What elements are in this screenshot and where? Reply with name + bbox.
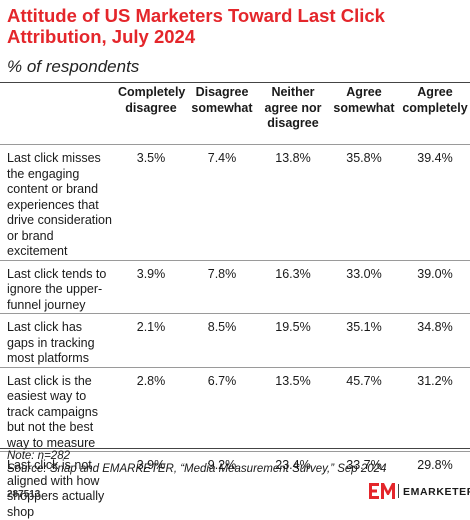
data-table: Completely disagree Disagree somewhat Ne… — [0, 83, 470, 520]
source-note: Source: Snap and EMARKETER, “Media Measu… — [7, 463, 386, 476]
table-cell: 13.5% — [258, 367, 328, 452]
column-header: Disagree somewhat — [186, 83, 258, 145]
table-cell: 7.8% — [186, 260, 258, 314]
table-cell: 3.9% — [116, 452, 186, 520]
table-cell: 45.7% — [328, 367, 400, 452]
column-header: Completely disagree — [116, 83, 186, 145]
table-row: Last click has gaps in tracking most pla… — [0, 314, 470, 368]
chart-id: 287513 — [7, 489, 40, 500]
table-cell: 39.4% — [400, 145, 470, 261]
header-row: Completely disagree Disagree somewhat Ne… — [0, 83, 470, 145]
table-row: Last click misses the engaging content o… — [0, 145, 470, 261]
table-cell: 7.4% — [186, 145, 258, 261]
header-blank — [0, 83, 116, 145]
table-cell: 33.0% — [328, 260, 400, 314]
table-cell: 39.0% — [400, 260, 470, 314]
chart-subtitle: % of respondents — [7, 57, 139, 77]
logo-divider — [398, 484, 399, 498]
table-cell: 2.8% — [116, 367, 186, 452]
emarketer-logo-icon — [369, 482, 395, 500]
column-header: Agree somewhat — [328, 83, 400, 145]
table-cell: 35.8% — [328, 145, 400, 261]
table-cell: 35.1% — [328, 314, 400, 368]
table-row: Last click is the easiest way to track c… — [0, 367, 470, 452]
table-cell: 6.7% — [186, 367, 258, 452]
table-cell: 9.2% — [186, 452, 258, 520]
table-row: Last click is not aligned with how shopp… — [0, 452, 470, 520]
row-label: Last click misses the engaging content o… — [0, 145, 116, 261]
footnote: Note: n=282 — [7, 450, 70, 463]
row-label: Last click has gaps in tracking most pla… — [0, 314, 116, 368]
table-cell: 23.4% — [258, 452, 328, 520]
table-cell: 3.9% — [116, 260, 186, 314]
table-row: Last click tends to ignore the upper-fun… — [0, 260, 470, 314]
table-cell: 34.8% — [400, 314, 470, 368]
table-cell: 13.8% — [258, 145, 328, 261]
table-cell: 31.2% — [400, 367, 470, 452]
brand-name: EMARKETER — [403, 486, 470, 498]
table-cell: 16.3% — [258, 260, 328, 314]
row-label: Last click is the easiest way to track c… — [0, 367, 116, 452]
column-header: Agree completely — [400, 83, 470, 145]
chart-title: Attitude of US Marketers Toward Last Cli… — [7, 5, 447, 47]
row-label: Last click tends to ignore the upper-fun… — [0, 260, 116, 314]
column-header: Neither agree nor disagree — [258, 83, 328, 145]
table-cell: 2.1% — [116, 314, 186, 368]
table-cell: 3.5% — [116, 145, 186, 261]
bottom-rule — [0, 448, 470, 449]
table-cell: 8.5% — [186, 314, 258, 368]
table-cell: 19.5% — [258, 314, 328, 368]
